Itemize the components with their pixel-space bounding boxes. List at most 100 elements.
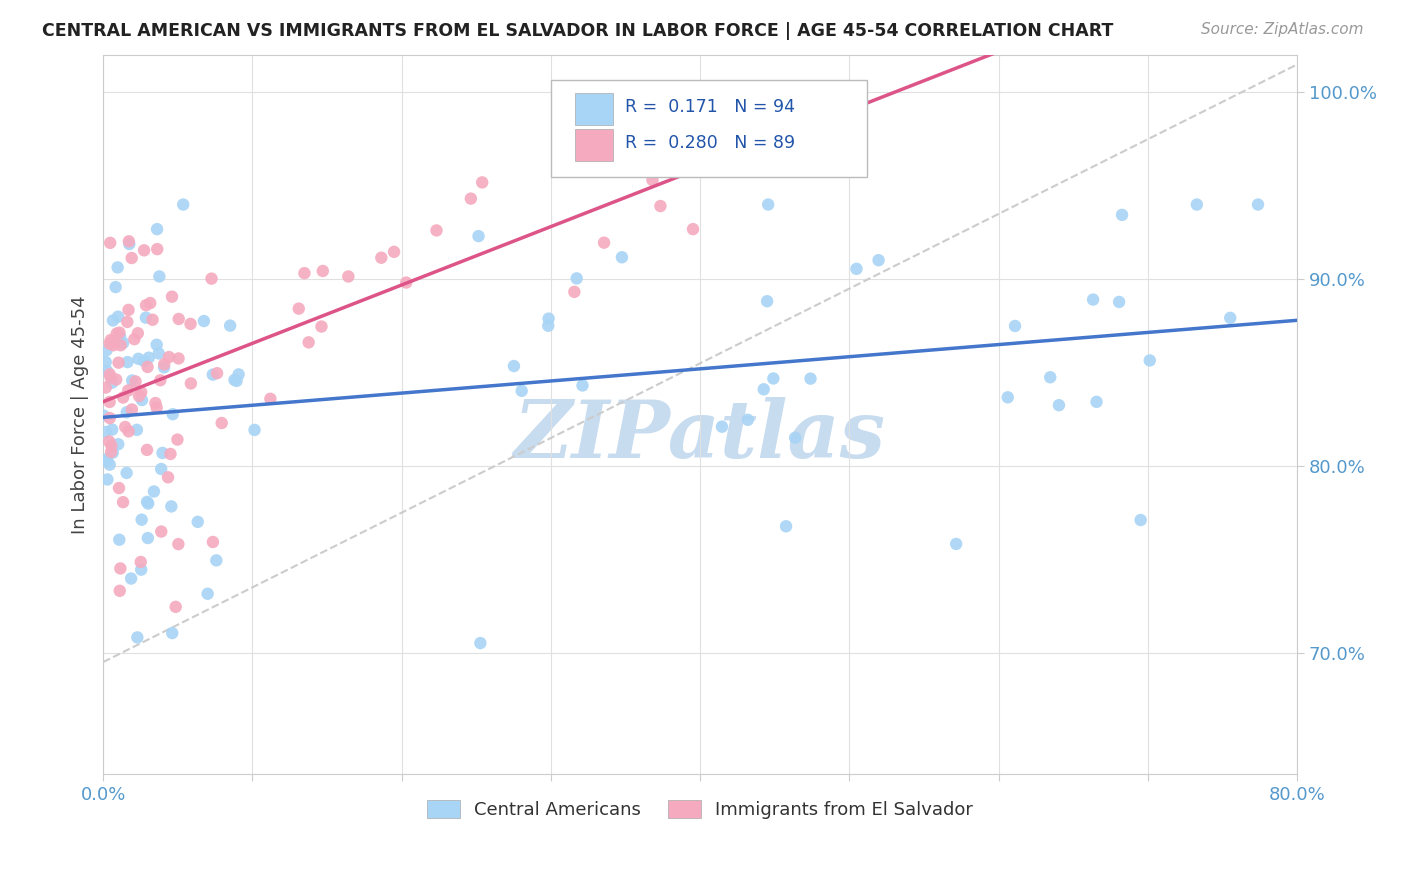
FancyBboxPatch shape [575, 129, 613, 161]
Point [159, 447, 181, 461]
Point [205, 553, 228, 567]
Point [558, 160, 581, 174]
Point [1129, 513, 1152, 527]
Point [124, 332, 146, 346]
Point [96, 343, 118, 358]
Point [756, 197, 779, 211]
Point [108, 326, 131, 340]
Point [180, 376, 202, 391]
Point [127, 326, 149, 341]
Point [96, 452, 118, 467]
Point [682, 222, 704, 236]
Point [287, 301, 309, 316]
Point [201, 535, 224, 549]
Point [128, 389, 150, 403]
Point [100, 445, 122, 459]
Point [593, 235, 616, 250]
Point [180, 317, 202, 331]
Point [167, 351, 190, 366]
Point [100, 333, 122, 347]
Point [172, 197, 194, 211]
Point [117, 355, 139, 369]
Point [118, 237, 141, 252]
Point [697, 160, 720, 174]
Point [101, 423, 124, 437]
Point [101, 445, 124, 459]
Point [121, 402, 143, 417]
Point [117, 302, 139, 317]
Point [311, 319, 333, 334]
Point [157, 470, 180, 484]
Point [167, 537, 190, 551]
Point [845, 261, 868, 276]
Point [101, 376, 124, 390]
Point [1111, 208, 1133, 222]
Point [997, 390, 1019, 404]
Point [752, 382, 775, 396]
Point [132, 354, 155, 368]
Point [945, 537, 967, 551]
Point [131, 513, 153, 527]
Point [762, 371, 785, 385]
Text: R =  0.171   N = 94: R = 0.171 N = 94 [624, 98, 794, 116]
Point [131, 393, 153, 408]
Point [425, 223, 447, 237]
Point [1247, 197, 1270, 211]
Point [1139, 353, 1161, 368]
Point [148, 346, 170, 360]
Point [201, 368, 224, 382]
Point [136, 359, 159, 374]
Point [298, 335, 321, 350]
Text: R =  0.280   N = 89: R = 0.280 N = 89 [624, 134, 794, 152]
Point [167, 312, 190, 326]
Point [150, 524, 173, 539]
Point [125, 423, 148, 437]
Point [200, 271, 222, 285]
Point [98, 336, 121, 351]
Point [139, 296, 162, 310]
Point [108, 583, 131, 598]
Point [96, 454, 118, 468]
Point [115, 466, 138, 480]
Point [132, 244, 155, 258]
Point [149, 373, 172, 387]
FancyBboxPatch shape [551, 80, 868, 178]
Point [503, 359, 526, 373]
Point [98, 458, 121, 472]
Text: Source: ZipAtlas.com: Source: ZipAtlas.com [1201, 22, 1364, 37]
Point [225, 374, 247, 388]
Point [107, 437, 129, 451]
Point [121, 251, 143, 265]
Point [197, 587, 219, 601]
Point [162, 407, 184, 421]
Point [243, 423, 266, 437]
Point [129, 385, 152, 400]
Point [160, 626, 183, 640]
Point [157, 350, 180, 364]
Point [259, 392, 281, 406]
Point [382, 244, 405, 259]
Point [737, 413, 759, 427]
Point [467, 229, 489, 244]
Point [714, 160, 737, 174]
Point [395, 276, 418, 290]
Point [108, 329, 131, 343]
Point [471, 175, 494, 189]
Point [121, 374, 143, 388]
Point [148, 269, 170, 284]
Point [120, 572, 142, 586]
Y-axis label: In Labor Force | Age 45-54: In Labor Force | Age 45-54 [72, 295, 89, 534]
Point [110, 338, 132, 352]
Point [98, 411, 121, 425]
Point [756, 294, 779, 309]
Point [153, 360, 176, 375]
Point [118, 235, 141, 249]
Point [160, 500, 183, 514]
Point [1085, 395, 1108, 409]
Point [710, 419, 733, 434]
Point [135, 310, 157, 325]
Point [337, 269, 360, 284]
Point [138, 351, 160, 365]
Point [114, 420, 136, 434]
Point [193, 314, 215, 328]
